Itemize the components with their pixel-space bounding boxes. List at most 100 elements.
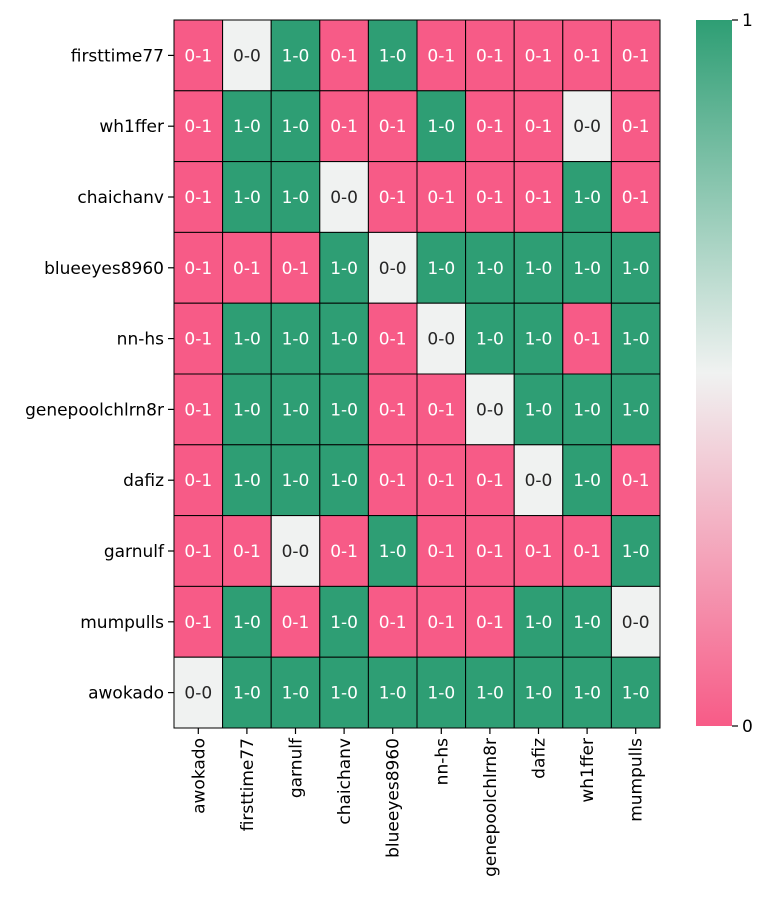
heatmap-cell bbox=[562, 515, 612, 587]
heatmap-cell bbox=[270, 373, 321, 446]
column-labels: awokado firsttime77 garnulf chaichanv blueey… bbox=[188, 728, 648, 878]
heatmap-cell bbox=[367, 161, 418, 233]
cell-annotation: 1-0 bbox=[573, 471, 601, 491]
cell-annotation: 1-0 bbox=[525, 330, 553, 350]
cell-annotation: 1-0 bbox=[525, 259, 553, 279]
cell-annotation: 0-1 bbox=[379, 613, 407, 633]
cell-annotation: 1-0 bbox=[622, 400, 650, 420]
heatmap-cell bbox=[465, 656, 515, 729]
cell-annotation: 1-0 bbox=[330, 259, 358, 279]
cell-annotation: 0-1 bbox=[184, 542, 212, 562]
heatmap-cell bbox=[562, 90, 612, 163]
heatmap-cell bbox=[270, 19, 321, 92]
heatmap-cell bbox=[513, 161, 564, 233]
cell-annotation: 0-1 bbox=[622, 471, 650, 491]
cell-annotation: 0-1 bbox=[573, 46, 601, 66]
heatmap-cell bbox=[319, 373, 369, 446]
heatmap-cell bbox=[610, 90, 661, 163]
cell-annotation: 0-1 bbox=[476, 613, 504, 633]
cell-annotation: 1-0 bbox=[573, 259, 601, 279]
heatmap-cell bbox=[270, 161, 321, 233]
heatmap-cell bbox=[173, 161, 224, 233]
cell-annotation: 1-0 bbox=[476, 330, 504, 350]
heatmap-cell bbox=[270, 515, 321, 587]
cell-annotation: 1-0 bbox=[379, 684, 407, 704]
cell-annotation: 0-1 bbox=[427, 188, 455, 208]
cell-annotation: 0-1 bbox=[476, 542, 504, 562]
cell-annotation: 1-0 bbox=[282, 330, 310, 350]
heatmap-cell bbox=[416, 231, 467, 304]
cell-annotation: 1-0 bbox=[427, 117, 455, 137]
cell-annotation: 1-0 bbox=[282, 46, 310, 66]
cell-annotation: 0-1 bbox=[184, 46, 212, 66]
cell-annotation: 1-0 bbox=[330, 471, 358, 491]
heatmap-cell bbox=[173, 656, 224, 729]
cell-annotation: 0-1 bbox=[379, 188, 407, 208]
heatmap-cell bbox=[465, 515, 515, 587]
cell-annotation: 1-0 bbox=[282, 400, 310, 420]
heatmap-cell bbox=[416, 302, 467, 375]
heatmap-cell bbox=[319, 90, 369, 163]
cell-annotation: 1-0 bbox=[476, 684, 504, 704]
cell-annotation: 0-1 bbox=[427, 613, 455, 633]
cell-annotation: 0-1 bbox=[184, 471, 212, 491]
heatmap-cell bbox=[465, 90, 515, 163]
heatmap-cell bbox=[513, 90, 564, 163]
cell-annotation: 1-0 bbox=[573, 684, 601, 704]
row-label: dafiz bbox=[123, 471, 164, 491]
heatmap-cell bbox=[416, 90, 467, 163]
cell-annotation: 1-0 bbox=[622, 330, 650, 350]
heatmap-cell bbox=[562, 302, 612, 375]
heatmap-cell bbox=[562, 231, 612, 304]
cell-annotation: 0-1 bbox=[184, 400, 212, 420]
cell-annotation: 0-1 bbox=[476, 46, 504, 66]
heatmap-cell bbox=[319, 515, 369, 587]
column-label: wh1ffer bbox=[578, 738, 598, 803]
heatmap-cell bbox=[173, 19, 224, 92]
cell-annotation: 0-1 bbox=[184, 259, 212, 279]
heatmap-cell bbox=[416, 444, 467, 517]
cell-annotation: 1-0 bbox=[622, 259, 650, 279]
cell-annotation: 1-0 bbox=[233, 188, 261, 208]
cell-annotation: 1-0 bbox=[330, 684, 358, 704]
cell-annotation: 0-1 bbox=[379, 400, 407, 420]
cell-annotation: 1-0 bbox=[233, 684, 261, 704]
cell-annotation: 1-0 bbox=[330, 613, 358, 633]
row-label: chaichanv bbox=[77, 188, 164, 208]
heatmap-cell bbox=[513, 656, 564, 729]
cell-annotation: 0-1 bbox=[622, 188, 650, 208]
cell-annotation: 0-0 bbox=[573, 117, 601, 137]
column-label: dafiz bbox=[530, 738, 550, 779]
heatmap-cell bbox=[610, 19, 661, 92]
heatmap-cell bbox=[173, 231, 224, 304]
cell-annotation: 1-0 bbox=[233, 471, 261, 491]
heatmap-cell bbox=[319, 585, 369, 658]
cell-annotation: 0-1 bbox=[525, 188, 553, 208]
heatmap-cell bbox=[610, 161, 661, 233]
heatmap-cell bbox=[562, 161, 612, 233]
cell-annotation: 0-1 bbox=[233, 542, 261, 562]
row-label: awokado bbox=[88, 684, 164, 704]
column-label: chaichanv bbox=[335, 738, 355, 825]
cell-annotation: 0-1 bbox=[282, 259, 310, 279]
column-label: nn-hs bbox=[432, 738, 452, 785]
heatmap-cell bbox=[562, 444, 612, 517]
cell-annotation: 0-0 bbox=[233, 46, 261, 66]
heatmap-cell bbox=[513, 515, 564, 587]
heatmap-cell bbox=[270, 302, 321, 375]
column-label: mumpulls bbox=[627, 738, 647, 822]
heatmap-cell bbox=[222, 302, 272, 375]
cell-annotation: 0-1 bbox=[184, 330, 212, 350]
heatmap-cell bbox=[222, 585, 272, 658]
column-label: garnulf bbox=[287, 737, 307, 798]
heatmap-cell bbox=[416, 373, 467, 446]
heatmap-cell bbox=[367, 302, 418, 375]
cell-annotation: 0-1 bbox=[573, 330, 601, 350]
cell-annotation: 1-0 bbox=[282, 117, 310, 137]
heatmap-cell bbox=[416, 656, 467, 729]
cell-annotation: 0-1 bbox=[233, 259, 261, 279]
cell-annotation: 1-0 bbox=[622, 684, 650, 704]
heatmap-cell bbox=[367, 656, 418, 729]
cell-annotation: 0-1 bbox=[379, 471, 407, 491]
